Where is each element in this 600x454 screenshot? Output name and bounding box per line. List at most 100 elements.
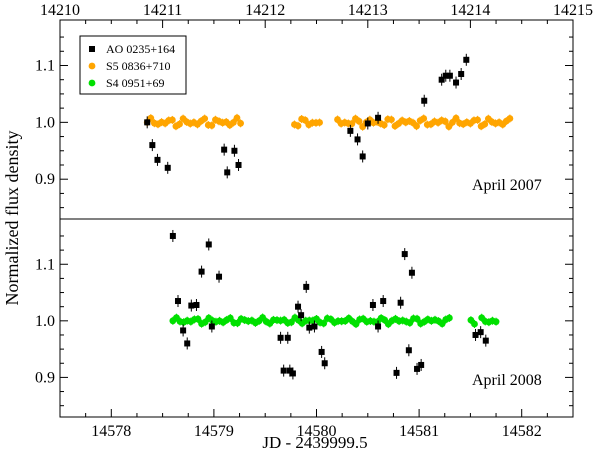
data-point-square bbox=[208, 323, 215, 330]
y-tick-label: 1.1 bbox=[35, 256, 55, 273]
data-point-circle bbox=[441, 118, 449, 125]
legend-marker bbox=[88, 62, 96, 70]
data-point-circle bbox=[452, 114, 460, 122]
data-point-circle bbox=[287, 318, 295, 326]
data-point-circle bbox=[208, 122, 216, 129]
data-point-circle bbox=[316, 119, 323, 126]
y-tick-label: 0.9 bbox=[35, 369, 55, 386]
x-tick-label: 14213 bbox=[348, 2, 388, 19]
data-point-circle bbox=[506, 115, 514, 122]
data-point-square bbox=[144, 119, 151, 126]
data-point-square bbox=[306, 324, 313, 331]
data-point-square bbox=[369, 301, 376, 308]
panel-label-2008: April 2008 bbox=[472, 372, 542, 389]
data-point-circle bbox=[168, 116, 176, 124]
panel-april-2007: 14210 14211 14212 14213 14214 14215 0.9 1.0 1.1 bbox=[35, 2, 593, 220]
data-point-square bbox=[221, 146, 228, 153]
data-point-square bbox=[224, 169, 231, 176]
data-point-square bbox=[418, 361, 425, 368]
data-point-square bbox=[347, 127, 354, 134]
data-point-circle bbox=[471, 320, 478, 328]
data-point-square bbox=[193, 301, 200, 308]
data-point-square bbox=[438, 76, 445, 83]
data-point-square bbox=[380, 298, 387, 305]
legend-marker bbox=[88, 79, 96, 87]
data-point-square bbox=[354, 136, 361, 143]
x-tick-label: 14210 bbox=[40, 2, 80, 19]
data-point-square bbox=[408, 269, 415, 276]
data-point-circle bbox=[352, 320, 360, 328]
data-point-square bbox=[311, 323, 318, 330]
data-point-circle bbox=[301, 116, 309, 124]
data-point-square bbox=[401, 251, 408, 258]
panel-label-2007: April 2007 bbox=[472, 177, 542, 194]
data-point-square bbox=[375, 114, 382, 121]
data-point-square bbox=[446, 72, 453, 79]
data-point-square bbox=[295, 303, 302, 310]
data-point-square bbox=[364, 120, 371, 127]
data-point-circle bbox=[237, 119, 244, 127]
data-point-square bbox=[286, 367, 293, 374]
data-point-circle bbox=[355, 117, 363, 125]
data-point-square bbox=[421, 97, 428, 104]
x-tick-label: 14582 bbox=[502, 423, 542, 440]
data-point-circle bbox=[445, 314, 453, 322]
data-point-square bbox=[205, 241, 212, 248]
data-point-square bbox=[321, 360, 328, 367]
data-point-circle bbox=[226, 314, 234, 322]
data-point-square bbox=[463, 56, 470, 63]
data-point-circle bbox=[201, 115, 209, 123]
x-tick-label: 14212 bbox=[245, 2, 285, 19]
data-point-square bbox=[180, 327, 187, 334]
data-point-circle bbox=[474, 116, 481, 124]
data-point-square bbox=[289, 370, 296, 377]
legend-entry: S5 0836+710 bbox=[106, 59, 170, 73]
data-point-circle bbox=[492, 318, 500, 326]
data-point-square bbox=[414, 365, 421, 372]
data-point-circle bbox=[420, 115, 428, 122]
data-point-square bbox=[184, 340, 191, 347]
data-point-circle bbox=[380, 121, 388, 129]
x-tick-label: 14580 bbox=[297, 423, 337, 440]
x-tick-label: 14581 bbox=[399, 423, 439, 440]
x-tick-label: 14211 bbox=[143, 2, 182, 19]
data-point-square bbox=[169, 232, 176, 239]
y-tick-label: 1.0 bbox=[35, 114, 55, 131]
data-point-square bbox=[174, 298, 181, 305]
x-axis-label: JD - 2439999.5 bbox=[262, 433, 367, 452]
data-point-circle bbox=[359, 123, 367, 131]
data-point-square bbox=[482, 337, 489, 344]
data-point-square bbox=[298, 312, 305, 319]
panel-april-2008: 14578 14579 14580 14581 14582 0.9 1.0 1.1 bbox=[35, 218, 574, 440]
y-axis-label: Normalized flux density bbox=[2, 131, 22, 306]
data-point-square bbox=[231, 147, 238, 154]
data-point-square bbox=[442, 72, 449, 79]
data-point-circle bbox=[413, 122, 420, 130]
y-tick-label: 0.9 bbox=[35, 171, 55, 188]
data-point-square bbox=[453, 79, 460, 86]
legend: AO 0235+164 S5 0836+710 S4 0951+69 bbox=[79, 35, 187, 95]
data-point-square bbox=[458, 71, 465, 78]
data-point-circle bbox=[387, 116, 395, 124]
data-point-square bbox=[359, 153, 366, 160]
data-point-circle bbox=[176, 120, 183, 128]
data-point-circle bbox=[233, 114, 241, 122]
data-point-square bbox=[164, 164, 171, 171]
legend-box bbox=[79, 35, 187, 95]
x-tick-label: 14215 bbox=[553, 2, 593, 19]
data-point-square bbox=[393, 369, 400, 376]
data-point-square bbox=[405, 347, 412, 354]
data-point-circle bbox=[413, 315, 421, 323]
data-point-square bbox=[303, 283, 310, 290]
data-point-square bbox=[198, 268, 205, 275]
data-point-square bbox=[472, 331, 479, 338]
data-point-square bbox=[235, 161, 242, 168]
data-point-circle bbox=[294, 122, 302, 130]
x-tick-label: 14578 bbox=[91, 423, 131, 440]
data-point-square bbox=[277, 334, 284, 341]
legend-marker bbox=[89, 46, 95, 52]
x-tick-label: 14579 bbox=[194, 423, 234, 440]
legend-entry: AO 0235+164 bbox=[106, 42, 175, 56]
data-point-square bbox=[318, 348, 325, 355]
